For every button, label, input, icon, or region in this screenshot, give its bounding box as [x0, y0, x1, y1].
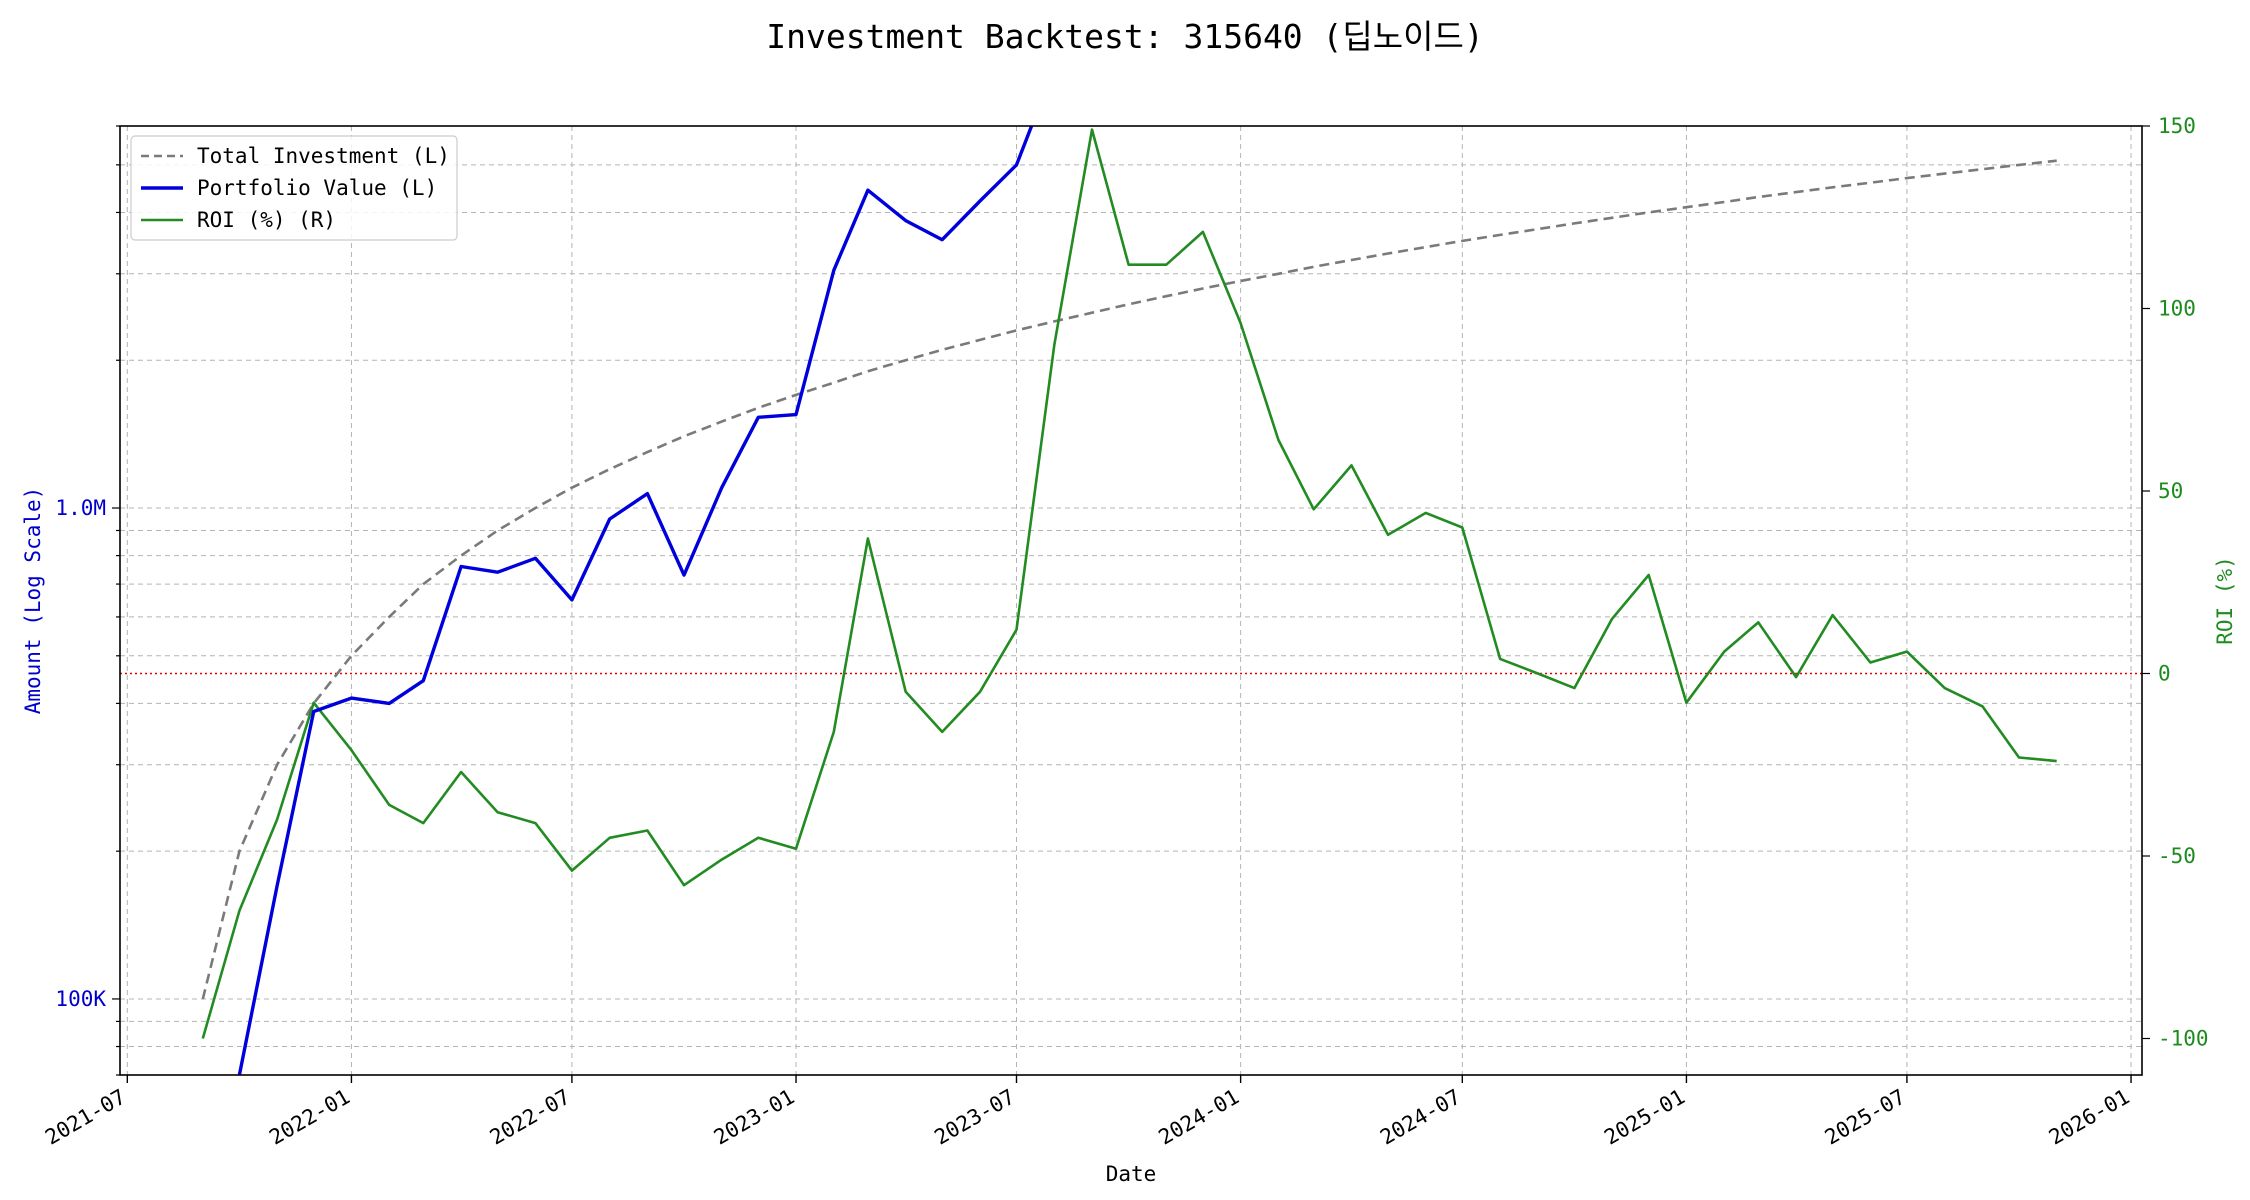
x-tick-label: 2024-01: [1154, 1085, 1243, 1150]
right-tick-label: 100: [2158, 297, 2196, 321]
series-layer: [201, 126, 2057, 1075]
right-tick-label: -100: [2158, 1027, 2209, 1051]
x-tick-label: 2022-01: [265, 1085, 354, 1150]
x-axis-label: Date: [1106, 1162, 1157, 1186]
plot-frame: [119, 125, 2143, 1076]
x-tick-label: 2026-01: [2045, 1085, 2134, 1150]
axis-layer: 2021-07 2022-01 2022-07 2023-01 2023-07 2024-…: [41, 114, 2208, 1150]
x-tick-label: 2024-07: [1376, 1085, 1465, 1150]
x-tick-label: 2023-07: [930, 1085, 1019, 1150]
right-axis-label: ROI (%): [2213, 556, 2237, 645]
x-tick-label: 2021-07: [41, 1085, 130, 1150]
left-tick-label: 100K: [55, 987, 106, 1011]
roi-line: [201, 128, 2057, 1039]
chart-title: Investment Backtest: 315640 (딥노이드): [766, 17, 1483, 56]
right-tick-label: 50: [2158, 479, 2183, 503]
right-tick-label: -50: [2158, 844, 2196, 868]
x-tick-label: 2023-01: [710, 1085, 799, 1150]
legend-label-portfolio: Portfolio Value (L): [197, 176, 437, 200]
legend-label-roi: ROI (%) (R): [197, 208, 336, 232]
legend: Total Investment (L) Portfolio Value (L)…: [130, 135, 458, 241]
legend-label-investment: Total Investment (L): [197, 144, 450, 168]
right-tick-label: 150: [2158, 114, 2196, 138]
portfolio-value-line: [237, 126, 1034, 1075]
grid-layer: [120, 125, 2142, 1076]
left-axis-label: Amount (Log Scale): [21, 487, 45, 715]
left-tick-label: 1.0M: [55, 496, 106, 520]
total-investment-line: [201, 159, 2057, 1000]
legend-box: [130, 135, 458, 241]
right-tick-label: 0: [2158, 662, 2171, 686]
x-tick-label: 2025-01: [1600, 1085, 1689, 1150]
x-tick-label: 2025-07: [1821, 1085, 1910, 1150]
x-tick-label: 2022-07: [486, 1085, 575, 1150]
